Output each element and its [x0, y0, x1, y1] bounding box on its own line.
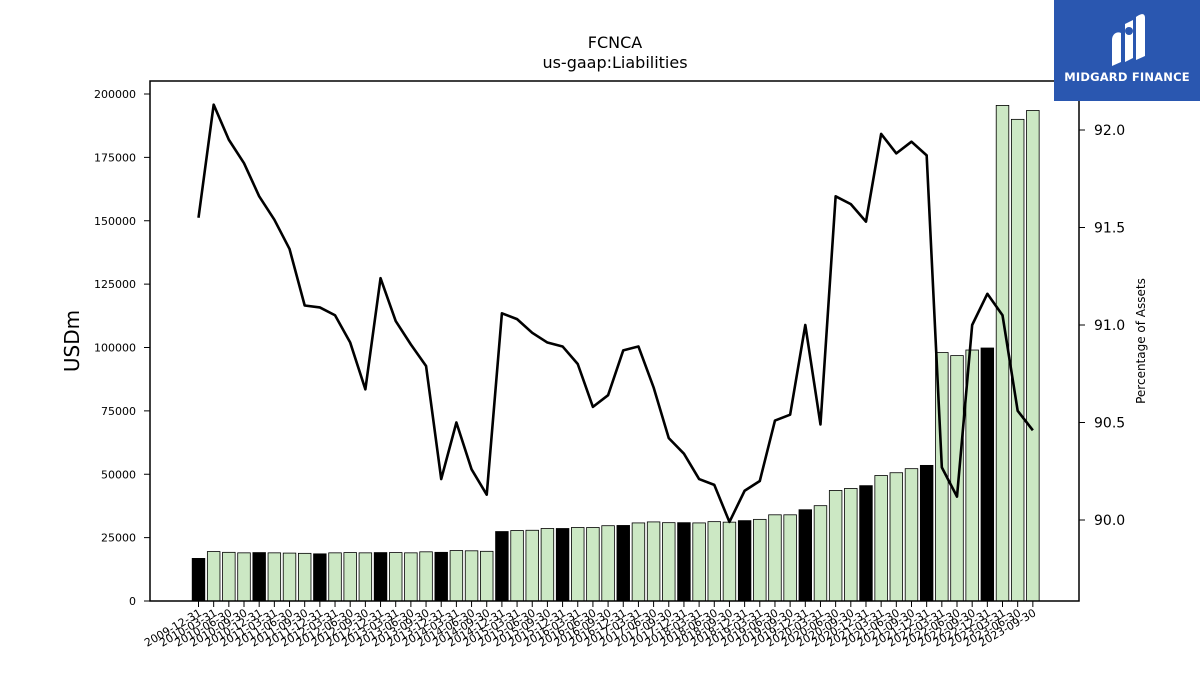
brand-logo: MIDGARD FINANCE [1054, 0, 1200, 101]
bar-2015-09-30 [540, 528, 555, 602]
bar-2020-12-31 [859, 485, 873, 602]
bar-2014-09-30 [480, 550, 494, 602]
bar-2012-03-31 [328, 552, 342, 602]
bar-2013-09-30 [419, 551, 433, 602]
bar-2013-03-31 [389, 552, 403, 602]
bar-2019-12-31 [798, 509, 813, 602]
bar-2010-09-30 [237, 552, 251, 602]
bar-2016-03-31 [571, 527, 585, 602]
bar-2021-06-30 [889, 472, 904, 602]
bar-2020-09-30 [844, 488, 858, 602]
percentage-line-series [197, 103, 1034, 524]
bar-2021-09-30 [904, 468, 919, 602]
bar-2017-12-31 [677, 522, 691, 602]
bar-series [191, 105, 1040, 602]
plot-frame [149, 80, 1080, 602]
logo-text: MIDGARD FINANCE [1064, 70, 1190, 84]
bar-2013-06-30 [404, 552, 418, 602]
bar-2019-06-30 [768, 514, 782, 602]
bar-2023-03-31 [995, 105, 1010, 602]
bar-2023-09-30 [1026, 110, 1040, 602]
left-tick-label: 75000 [101, 405, 136, 418]
bar-2020-03-31 [813, 505, 828, 602]
left-tick-label: 150000 [94, 215, 136, 228]
bar-2022-06-30 [950, 355, 964, 602]
bar-2022-12-31 [980, 347, 995, 602]
left-tick-label: 125000 [94, 278, 136, 291]
logo-mark-icon [1112, 14, 1145, 66]
y2-axis-label: Percentage of Assets [1134, 278, 1148, 404]
bar-2014-06-30 [464, 550, 479, 602]
bar-2010-12-31 [252, 552, 266, 602]
bar-2019-09-30 [783, 514, 797, 602]
left-tick-label: 25000 [101, 532, 136, 545]
bar-2017-06-30 [646, 521, 661, 602]
bar-2020-06-30 [828, 490, 843, 602]
bar-2021-03-31 [874, 475, 888, 602]
right-axis-ticks: 90.0 90.5 91.0 91.5 92.0 [1079, 123, 1125, 529]
bar-2016-12-31 [616, 525, 630, 602]
chart-title: FCNCA [588, 33, 643, 52]
chart-subtitle: us-gaap:Liabilities [542, 53, 687, 72]
bar-2012-12-31 [373, 552, 388, 602]
bar-2017-03-31 [631, 522, 646, 602]
right-tick-label: 91.0 [1094, 318, 1125, 334]
left-tick-label: 175000 [94, 151, 136, 164]
left-tick-label: 200000 [94, 88, 136, 101]
right-tick-label: 90.5 [1094, 416, 1125, 432]
bar-2018-12-31 [737, 520, 752, 602]
right-tick-label: 91.5 [1094, 221, 1125, 237]
y-axis-label: USDm [60, 310, 84, 372]
bar-2014-12-31 [495, 531, 509, 602]
bar-2019-03-31 [753, 518, 767, 602]
bar-2023-06-30 [1010, 118, 1025, 602]
percentage-of-assets-line [197, 103, 1034, 524]
right-tick-label: 90.0 [1094, 513, 1125, 529]
bar-2011-06-30 [282, 552, 297, 602]
bar-2017-09-30 [662, 522, 676, 602]
right-tick-label: 92.0 [1094, 123, 1125, 139]
left-tick-label: 50000 [101, 468, 136, 481]
bar-2018-06-30 [707, 521, 721, 602]
bar-2013-12-31 [434, 551, 448, 602]
left-tick-label: 0 [129, 595, 136, 608]
bar-2010-03-31 [206, 551, 221, 602]
bar-2009-12-31 [191, 558, 206, 602]
bar-2015-12-31 [555, 528, 570, 602]
bar-2011-03-31 [267, 552, 282, 602]
bar-2018-09-30 [722, 521, 737, 602]
bar-2010-06-30 [222, 551, 236, 602]
left-tick-label: 100000 [94, 342, 136, 355]
bar-2012-06-30 [343, 552, 357, 602]
bar-2018-03-31 [692, 522, 706, 602]
bar-2012-09-30 [358, 552, 373, 602]
bar-2021-12-31 [919, 464, 934, 602]
bar-2016-09-30 [601, 525, 615, 602]
bar-2014-03-31 [449, 550, 464, 602]
bar-2011-12-31 [313, 553, 327, 602]
bar-2015-03-31 [510, 530, 524, 602]
bar-2015-06-30 [525, 529, 539, 602]
bar-2011-09-30 [297, 552, 312, 602]
left-axis-ticks: 0 25000 50000 75000 100000 125000 150000 175000… [94, 88, 150, 608]
bar-2016-06-30 [586, 527, 600, 602]
x-axis-ticks: 2009-12-312010-03-312010-06-302010-09-30… [142, 601, 1038, 650]
